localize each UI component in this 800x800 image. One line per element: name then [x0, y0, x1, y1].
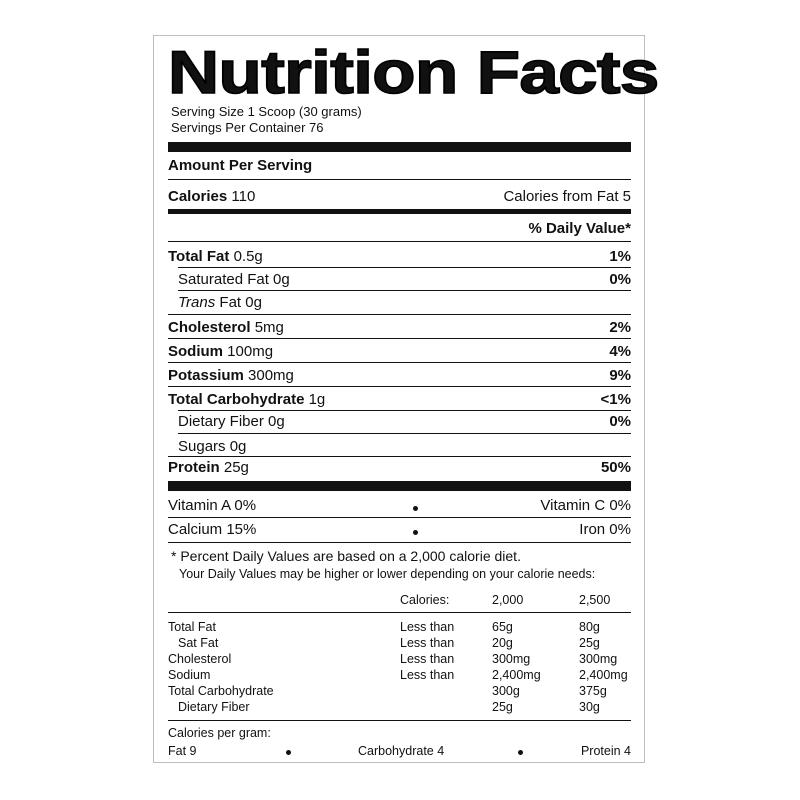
divider: [178, 433, 631, 434]
nutrient-row-total-fat: Total Fat 0.5g 1%: [168, 248, 631, 265]
dv-table-2500-values: 80g 25g 300mg 2,400mg 375g 30g: [579, 620, 628, 714]
divider: [168, 241, 631, 242]
divider: [168, 456, 631, 457]
divider: [168, 386, 631, 387]
divider: [168, 542, 631, 543]
bullet-dot: [413, 506, 418, 511]
medium-divider: [168, 209, 631, 214]
divider: [168, 720, 631, 721]
calories-value: 110: [231, 188, 256, 205]
dv-table-names: Total Fat Sat Fat Cholesterol Sodium Tot…: [168, 620, 274, 714]
thick-divider: [168, 481, 631, 491]
calories-per-gram-label: Calories per gram:: [168, 726, 271, 740]
nutrient-row-total-carbohydrate: Total Carbohydrate 1g <1%: [168, 391, 631, 408]
divider: [178, 267, 631, 268]
amount-per-serving-row: Amount Per Serving: [168, 155, 631, 177]
mineral-row: Calcium 15% Iron 0%: [168, 519, 631, 541]
dv-table-2000: 2,000: [492, 593, 524, 607]
divider: [168, 612, 631, 613]
thick-divider: [168, 142, 631, 152]
label-title: Nutrition Facts: [167, 38, 660, 107]
nutrition-facts-label: Nutrition Facts Serving Size 1 Scoop (30…: [153, 35, 660, 763]
daily-value-header-row: % Daily Value*: [168, 218, 631, 240]
servings-per-container: Servings Per Container 76: [171, 120, 324, 135]
dv-table-2000-values: 65g 20g 300mg 2,400mg 300g 25g: [492, 620, 541, 714]
divider: [178, 410, 631, 411]
nutrient-row-protein: Protein 25g 50%: [168, 459, 631, 476]
calcium: Calcium 15%: [168, 521, 257, 538]
nutrient-row-saturated-fat: Saturated Fat 0g 0%: [178, 271, 631, 288]
dv-table-2500: 2,500: [579, 593, 611, 607]
nutrient-row-sugars: Sugars 0g: [178, 438, 247, 455]
daily-value-header: % Daily Value*: [528, 220, 631, 237]
amount-per-serving: Amount Per Serving: [168, 157, 313, 174]
vitamin-c: Vitamin C 0%: [540, 497, 631, 514]
bullet-dot: [518, 750, 523, 755]
footnote-needs: Your Daily Values may be higher or lower…: [179, 567, 596, 581]
vitamin-row: Vitamin A 0% Vitamin C 0%: [168, 495, 631, 517]
divider: [178, 290, 631, 291]
fat-per-gram: Fat 9: [168, 744, 197, 758]
bullet-dot: [286, 750, 291, 755]
divider: [168, 362, 631, 363]
nutrient-row-cholesterol: Cholesterol 5mg 2%: [168, 319, 631, 336]
calories-row: Calories 110 Calories from Fat 5: [168, 186, 631, 208]
divider: [168, 517, 631, 518]
nutrient-row-sodium: Sodium 100mg 4%: [168, 343, 631, 360]
calories-from-fat: Calories from Fat 5: [503, 188, 631, 205]
footnote-percent: * Percent Daily Values are based on a 2,…: [171, 548, 521, 564]
vitamin-a: Vitamin A 0%: [168, 497, 257, 514]
nutrient-row-dietary-fiber: Dietary Fiber 0g 0%: [178, 413, 631, 430]
divider: [168, 338, 631, 339]
iron: Iron 0%: [579, 521, 631, 538]
carbohydrate-per-gram: Carbohydrate 4: [358, 744, 445, 758]
dv-table-calories-label: Calories:: [400, 593, 450, 607]
serving-size: Serving Size 1 Scoop (30 grams): [171, 104, 362, 119]
protein-per-gram: Protein 4: [580, 744, 631, 758]
bullet-dot: [413, 530, 418, 535]
nutrient-row-trans-fat: Trans Fat 0g: [178, 294, 262, 311]
dv-table-qualifiers: Less than Less than Less than Less than: [400, 620, 455, 682]
divider: [168, 179, 631, 180]
nutrient-row-potassium: Potassium 300mg 9%: [168, 367, 631, 384]
divider: [168, 314, 631, 315]
calories-label: Calories: [168, 188, 228, 205]
